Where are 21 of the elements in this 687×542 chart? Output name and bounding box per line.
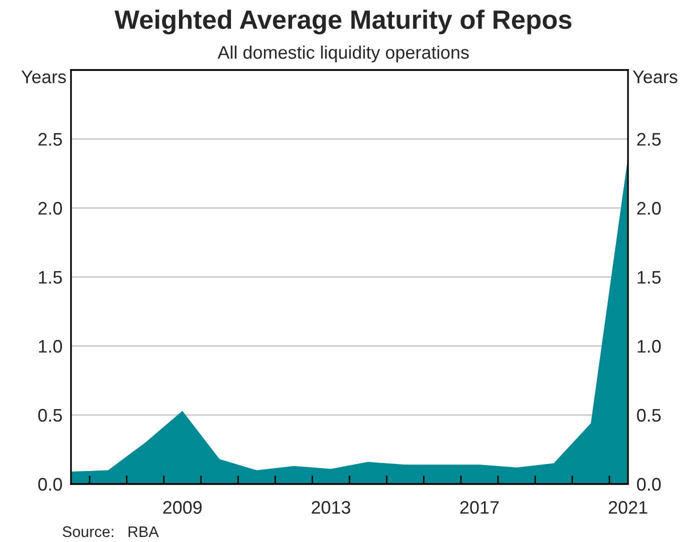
y-tick-label: 2.5 (38, 132, 62, 146)
y-tick-label: 1.0 (38, 340, 62, 353)
y2-axis-title: Years (632, 70, 678, 84)
y2-tick-label: 2.5 (637, 132, 661, 146)
y-axis-title: Years (21, 70, 66, 84)
y2-tick-label: 1.5 (638, 271, 661, 284)
y2-tick-label: 0.5 (637, 408, 661, 422)
source-note: Source: RBA (62, 526, 159, 538)
y-tick-label: 1.5 (38, 271, 62, 284)
x-tick-label: 2009 (163, 501, 202, 514)
y-tick-label: 0.0 (38, 478, 62, 491)
chart-title: Weighted Average Maturity of Repos (114, 10, 572, 34)
y2-tick-label: 2.0 (637, 202, 661, 215)
y2-tick-label: 1.0 (638, 340, 661, 353)
y2-tick-label: 0.0 (637, 478, 661, 491)
x-tick-label: 2021 (608, 501, 648, 514)
y-tick-label: 2.0 (38, 202, 62, 215)
chart-subtitle: All domestic liquidity operations (218, 46, 469, 62)
y-tick-label: 0.5 (38, 408, 62, 422)
x-tick-label: 2017 (460, 501, 499, 514)
x-tick-label: 2013 (312, 501, 350, 514)
